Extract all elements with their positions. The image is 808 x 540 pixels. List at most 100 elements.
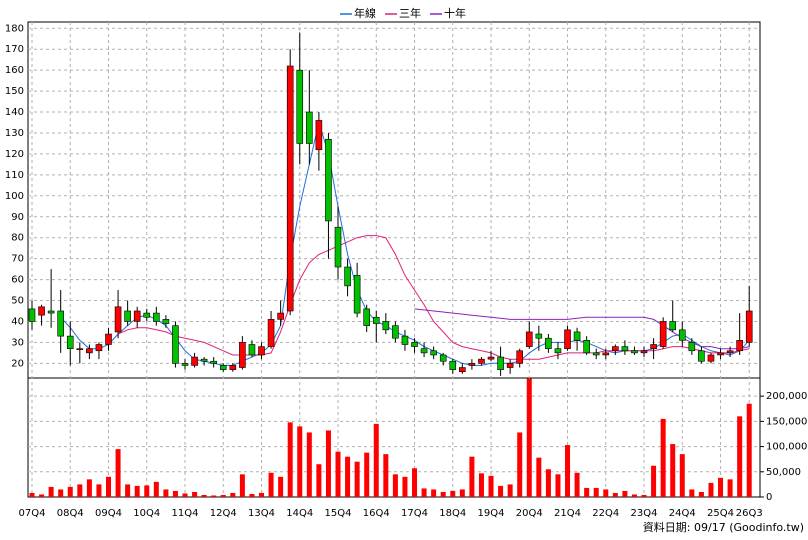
volume-bar	[86, 479, 92, 497]
y-tick-label: 20	[11, 358, 24, 369]
x-tick-label: 14Q4	[286, 508, 313, 519]
candle-body	[583, 340, 590, 354]
volume-bar	[115, 449, 121, 497]
candle-body	[726, 350, 734, 354]
candle-body	[210, 360, 217, 364]
volume-bar	[612, 492, 618, 497]
candle-body	[47, 310, 55, 314]
x-tick-label: 26Q3	[736, 508, 763, 519]
candle-body	[95, 344, 103, 352]
y-tick-label: 50	[11, 296, 24, 307]
volume-bar	[306, 432, 312, 497]
volume-bar	[526, 378, 532, 497]
candle-body	[229, 365, 237, 370]
volume-bar	[239, 474, 245, 497]
candle-body	[707, 354, 715, 362]
volume-bar	[603, 489, 609, 497]
candle-body	[296, 69, 304, 144]
volume-bar	[593, 487, 599, 497]
volume-bar	[48, 486, 54, 497]
volume-tick-label: 200,000	[766, 391, 807, 402]
candle-body	[114, 306, 122, 333]
plot-frame	[27, 21, 761, 498]
x-tick-label: 08Q4	[57, 508, 84, 519]
x-tick-label: 07Q4	[19, 508, 46, 519]
volume-bar	[708, 482, 714, 497]
volume-bar	[125, 484, 131, 497]
volume-bar	[297, 426, 303, 497]
x-tick-label: 25Q4	[707, 508, 734, 519]
volume-bar	[201, 494, 207, 497]
volume-bar	[373, 423, 379, 497]
candle-body	[286, 65, 294, 312]
volume-tick-label: 0	[766, 492, 772, 503]
candle-body	[239, 342, 246, 368]
volume-bar	[325, 430, 331, 497]
volume-bar	[737, 416, 743, 497]
volume-bar	[163, 489, 169, 497]
y-tick-label: 130	[5, 128, 24, 139]
volume-bar	[77, 484, 83, 497]
volume-bar	[364, 452, 370, 497]
volume-bar	[268, 472, 274, 497]
volume-tick-label: 150,000	[766, 416, 807, 427]
candle-body	[449, 360, 457, 370]
y-tick-label: 30	[11, 337, 24, 348]
volume-bar	[565, 445, 571, 497]
candle-body	[516, 350, 524, 364]
candle-body	[372, 316, 380, 324]
candle-body	[181, 363, 189, 366]
candle-body	[344, 266, 351, 287]
x-tick-label: 17Q4	[401, 508, 428, 519]
volume-bar	[192, 491, 198, 497]
volume-bar	[316, 464, 322, 497]
volume-bar	[574, 472, 580, 497]
volume-bar	[278, 476, 284, 497]
volume-bar	[345, 456, 351, 497]
x-tick-label: 09Q4	[95, 508, 122, 519]
candle-body	[678, 329, 686, 341]
candle-body	[267, 319, 275, 347]
candle-body	[200, 358, 208, 362]
volume-bar	[746, 403, 752, 497]
x-tick-label: 15Q4	[325, 508, 352, 519]
candle-body	[401, 335, 409, 345]
candle-body	[153, 312, 160, 322]
legend-label: 年線	[354, 6, 376, 20]
candle-body	[459, 367, 466, 373]
candle-body	[353, 275, 361, 314]
candle-body	[392, 325, 399, 339]
candle-body	[669, 321, 677, 331]
volume-bar	[478, 473, 484, 497]
candle-body	[592, 352, 600, 356]
candle-body	[506, 363, 514, 368]
candle-body	[497, 356, 504, 370]
volume-bar	[660, 418, 666, 497]
candle-body	[439, 354, 447, 362]
volume-bar	[431, 489, 437, 497]
volume-bar	[259, 492, 265, 497]
y-tick-label: 160	[5, 65, 24, 76]
candle-body	[525, 331, 533, 347]
volume-bar	[498, 485, 504, 497]
candle-body	[468, 363, 476, 366]
volume-tick-label: 50,000	[766, 467, 801, 478]
volume-bar	[421, 488, 427, 497]
volume-bar	[698, 491, 704, 497]
candle-body	[621, 346, 629, 352]
x-tick-label: 11Q4	[172, 508, 199, 519]
volume-bar	[459, 489, 465, 497]
candle-body	[133, 310, 141, 322]
candle-body	[659, 321, 667, 347]
candle-body	[650, 344, 657, 349]
volume-bar	[584, 487, 590, 497]
candle-body	[640, 350, 648, 354]
x-tick-label: 10Q4	[133, 508, 160, 519]
candle-body	[277, 312, 284, 320]
y-tick-label: 70	[11, 254, 24, 265]
volume-bar	[211, 495, 217, 497]
candle-body	[334, 226, 342, 268]
x-tick-label: 12Q4	[210, 508, 237, 519]
candle-body	[564, 329, 571, 349]
candle-body	[631, 350, 638, 354]
